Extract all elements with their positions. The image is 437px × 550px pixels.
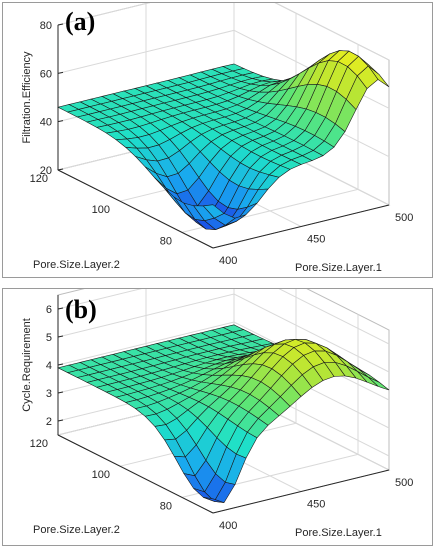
panel-a: (a) 20 40 60 80 120 100 80 400 450 500 Filtration.… <box>2 2 433 278</box>
z-axis-label: Filtration.Efficiency <box>21 51 33 144</box>
surface-patch <box>203 497 225 503</box>
z-tick-label: 5 <box>46 332 52 344</box>
z-gridline <box>57 289 390 345</box>
axes: 20 40 60 80 120 100 80 400 450 500 Filtration.Effi… <box>21 20 413 274</box>
y-tick-label: 120 <box>30 173 48 185</box>
z-tick <box>57 419 64 422</box>
x-tick-label: 500 <box>395 212 413 224</box>
y-axis-label: Pore.Size.Layer.2 <box>33 259 120 271</box>
surface-mesh <box>57 324 390 503</box>
x-tick-label: 450 <box>307 234 325 246</box>
z-tick <box>57 391 64 394</box>
y-axis-line <box>57 434 214 514</box>
z-tick <box>57 363 64 366</box>
y-axis-label: Pore.Size.Layer.2 <box>33 524 120 536</box>
z-tick-label: 20 <box>40 165 52 177</box>
z-tick <box>57 71 64 74</box>
surface-plot-b: 2 3 4 5 6 120 100 80 400 450 500 Cycle.Requirement P… <box>21 289 413 539</box>
panel-label: (a) <box>65 7 96 36</box>
x-axis-line <box>212 204 390 249</box>
z-tick <box>57 120 64 123</box>
z-gridline <box>57 3 390 61</box>
z-tick-label: 4 <box>46 360 52 372</box>
z-axis-label: Cycle.Requirement <box>21 318 33 412</box>
x-tick-label: 450 <box>307 499 325 511</box>
surface-patch <box>202 204 225 219</box>
surface-plot-a: 20 40 60 80 120 100 80 400 450 500 Filtration.Effi… <box>21 3 413 274</box>
x-tick-label: 400 <box>219 255 237 267</box>
z-tick-label: 80 <box>40 20 52 32</box>
y-tick-label: 80 <box>160 235 172 247</box>
z-tick-label: 3 <box>46 388 52 400</box>
x-tick-label: 400 <box>219 520 237 532</box>
z-tick <box>57 335 64 338</box>
x-axis-label: Pore.Size.Layer.1 <box>295 262 382 274</box>
y-tick-label: 100 <box>92 469 110 481</box>
axes: 2 3 4 5 6 120 100 80 400 450 500 Cycle.Requirement P… <box>21 295 413 539</box>
z-tick <box>57 168 64 171</box>
panel-b: (b) 2 3 4 5 6 120 100 80 400 450 500 Cycle.Requirem… <box>2 288 433 546</box>
panel-label: (b) <box>65 295 97 324</box>
z-tick-label: 60 <box>40 68 52 80</box>
x-axis-label: Pore.Size.Layer.1 <box>295 527 382 539</box>
y-tick-label: 80 <box>160 500 172 512</box>
z-tick-label: 6 <box>46 304 52 316</box>
y-gridline <box>181 314 359 498</box>
x-tick-label: 500 <box>395 477 413 489</box>
y-tick-label: 100 <box>92 204 110 216</box>
y-axis-line <box>57 169 214 249</box>
z-tick-label: 40 <box>40 117 52 129</box>
z-tick-label: 2 <box>46 416 52 428</box>
z-tick <box>57 23 64 26</box>
surface-mesh <box>57 50 390 230</box>
x-axis-line <box>212 469 390 514</box>
z-tick <box>57 307 64 310</box>
y-tick-label: 120 <box>30 438 48 450</box>
